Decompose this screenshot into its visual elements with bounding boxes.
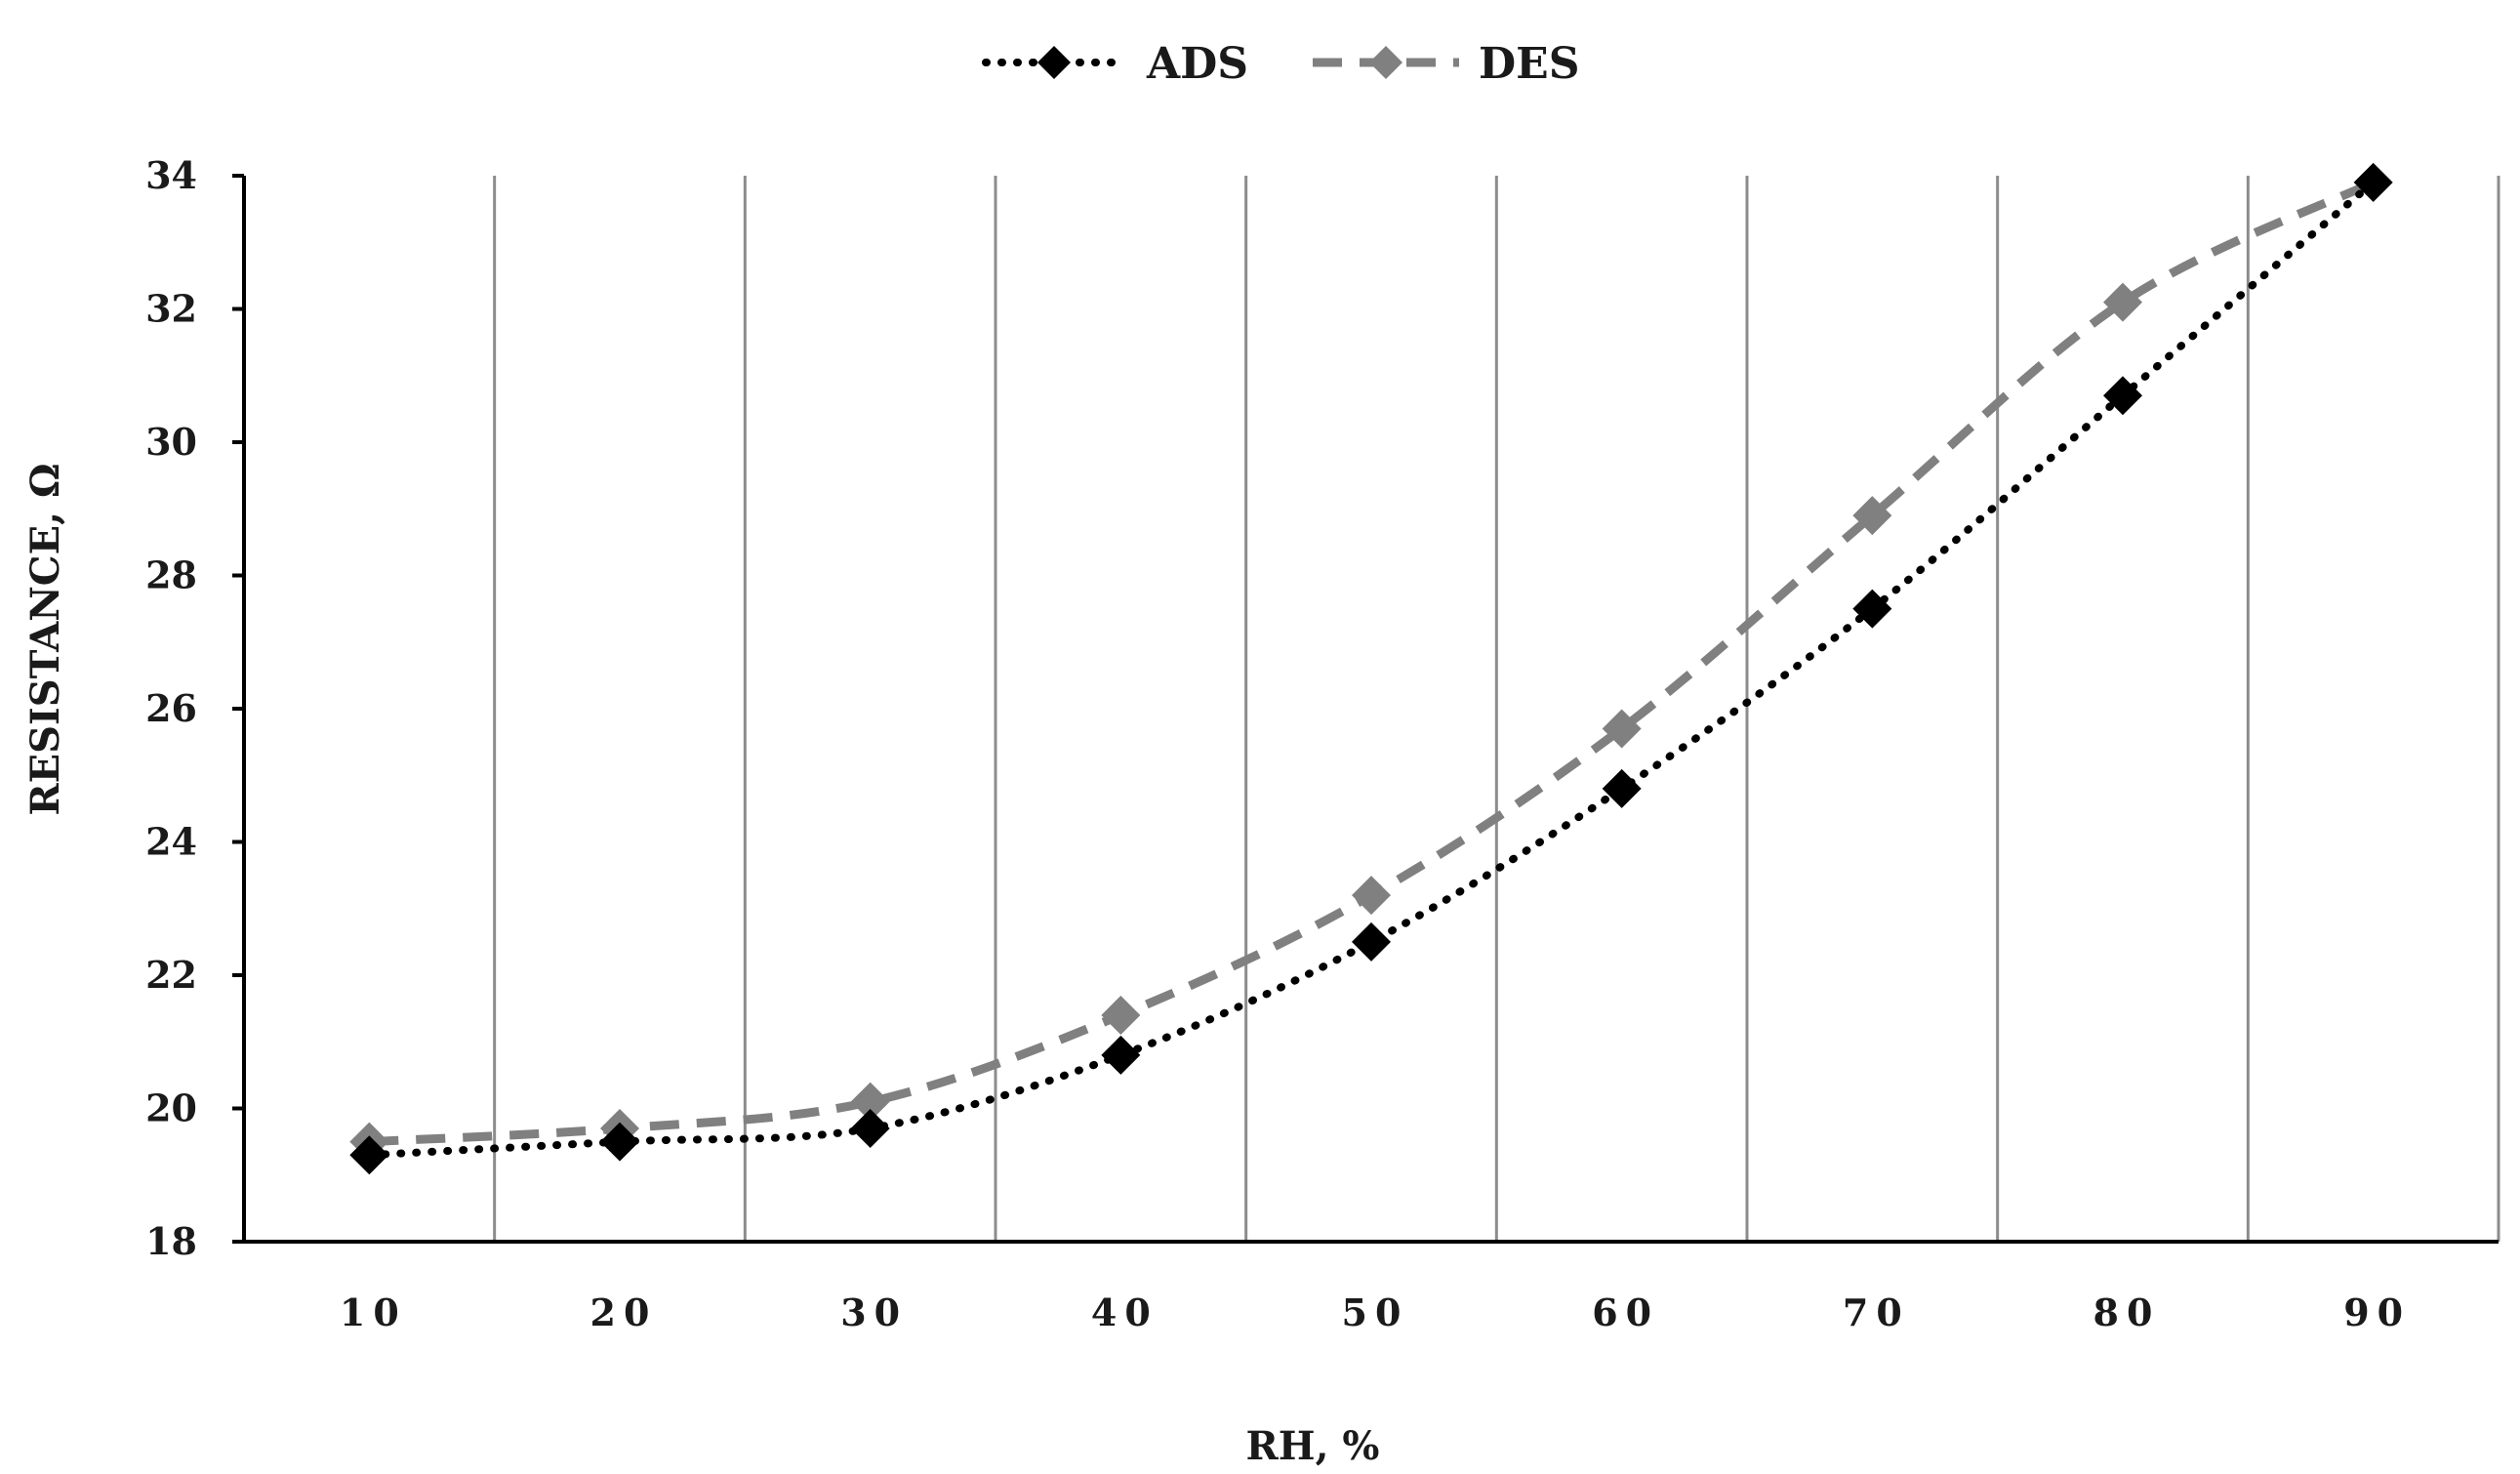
series-des-point xyxy=(1101,995,1141,1035)
series-ads-point xyxy=(1602,768,1642,808)
x-tick-label: 40 xyxy=(1091,1290,1158,1334)
y-tick-label: 18 xyxy=(145,1219,197,1263)
legend-item-des: DES xyxy=(1313,39,1579,89)
x-tick-label: 30 xyxy=(840,1290,908,1334)
x-tick-label: 80 xyxy=(2093,1290,2161,1334)
y-tick-label: 24 xyxy=(145,820,197,864)
series-des-point xyxy=(1852,496,1892,536)
y-tick-label: 32 xyxy=(145,287,197,331)
series-ads-point xyxy=(1352,921,1391,962)
series-des-point xyxy=(2103,282,2142,322)
x-tick-label: 10 xyxy=(340,1290,407,1334)
x-tick-label: 20 xyxy=(590,1290,658,1334)
series-ads-point xyxy=(2353,162,2393,202)
y-tick-label: 20 xyxy=(145,1086,197,1130)
series-des-point xyxy=(850,1082,890,1122)
series-layer xyxy=(349,162,2393,1175)
y-tick-label: 22 xyxy=(145,953,197,997)
series-ads-point xyxy=(349,1135,389,1175)
series-des-line xyxy=(369,178,2376,1147)
series-ads-point xyxy=(2103,376,2142,416)
legend-marker-ads xyxy=(1037,46,1071,79)
x-tick-label: 50 xyxy=(1342,1290,1409,1334)
grid-lines xyxy=(493,176,2500,1242)
y-axis-title: RESISTANCE, Ω xyxy=(22,463,68,815)
series-ads xyxy=(349,162,2393,1175)
x-tick-label: 70 xyxy=(1843,1290,1910,1334)
series-des-point xyxy=(1352,876,1391,916)
legend: ADS DES xyxy=(982,39,1579,89)
legend-marker-des xyxy=(1369,46,1402,79)
axes xyxy=(242,176,2499,1244)
series-ads-point xyxy=(1101,1035,1141,1075)
y-tick-label: 28 xyxy=(145,553,197,597)
series-ads-point xyxy=(600,1122,639,1162)
y-axis-ticks: 18 20 22 24 26 28 30 32 34 xyxy=(145,153,244,1263)
y-tick-label: 34 xyxy=(145,153,197,197)
series-des-point xyxy=(1602,709,1642,749)
series-ads-point xyxy=(1852,589,1892,629)
series-des xyxy=(349,162,2393,1162)
x-tick-label: 90 xyxy=(2343,1290,2411,1334)
series-ads-line xyxy=(365,178,2378,1160)
y-tick-label: 30 xyxy=(145,420,197,464)
x-axis-ticks: 10 20 30 40 50 60 70 80 90 xyxy=(340,1290,2411,1334)
legend-item-ads: ADS xyxy=(982,39,1248,89)
legend-label-ads: ADS xyxy=(1146,39,1248,89)
x-axis-title: RH, % xyxy=(1246,1423,1380,1469)
legend-label-des: DES xyxy=(1479,39,1579,89)
y-tick-label: 26 xyxy=(145,686,197,730)
x-tick-label: 60 xyxy=(1592,1290,1659,1334)
series-ads-point xyxy=(850,1108,890,1148)
